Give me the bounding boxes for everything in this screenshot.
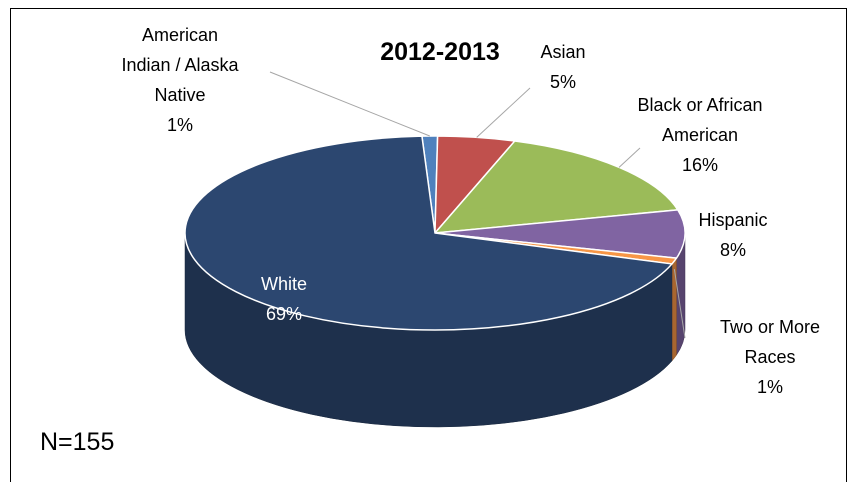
- slice-percent-label: 1%: [167, 115, 193, 135]
- pie-slices: [184, 135, 686, 331]
- leader-line: [476, 87, 531, 138]
- slice-label-line: Asian: [540, 42, 585, 62]
- slice-percent-label: 69%: [266, 304, 302, 324]
- slice-label-line: Indian / Alaska: [121, 55, 239, 75]
- slice-label-line: American: [142, 25, 218, 45]
- slice: [184, 135, 673, 331]
- leader-line: [673, 268, 686, 339]
- sample-size-label: N=155: [40, 428, 114, 456]
- chart-title: 2012-2013: [380, 38, 500, 66]
- slice-percent-label: 8%: [720, 240, 746, 260]
- slice-label-hispanic: Hispanic 8%: [698, 210, 767, 260]
- leader-line: [618, 147, 641, 168]
- leader-lines: [269, 71, 686, 339]
- slice-label-black: Black or African American 16%: [637, 95, 762, 175]
- slice-label-line: Native: [154, 85, 205, 105]
- slice-percent-label: 16%: [682, 155, 718, 175]
- slice-label-american-indian: American Indian / Alaska Native 1%: [121, 25, 239, 135]
- slice-percent-label: 5%: [550, 72, 576, 92]
- slice-label-line: American: [662, 125, 738, 145]
- leader-line: [269, 71, 430, 137]
- slice-label-line: Hispanic: [698, 210, 767, 230]
- slice: [434, 209, 686, 259]
- slice-label-line: Races: [744, 347, 795, 367]
- slice-label-line: Two or More: [720, 317, 820, 337]
- slice-label-line: Black or African: [637, 95, 762, 115]
- slice-percent-label: 1%: [757, 377, 783, 397]
- slice-label-two-or-more: Two or More Races 1%: [720, 317, 820, 397]
- slice-side: [671, 257, 677, 362]
- slice-label-line: White: [261, 274, 307, 294]
- slice-label-asian: Asian 5%: [540, 42, 585, 92]
- slice-label-white: White 69%: [261, 274, 307, 324]
